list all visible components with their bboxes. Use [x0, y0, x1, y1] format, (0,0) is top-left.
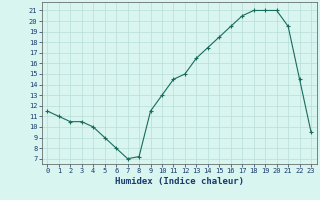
X-axis label: Humidex (Indice chaleur): Humidex (Indice chaleur) [115, 177, 244, 186]
